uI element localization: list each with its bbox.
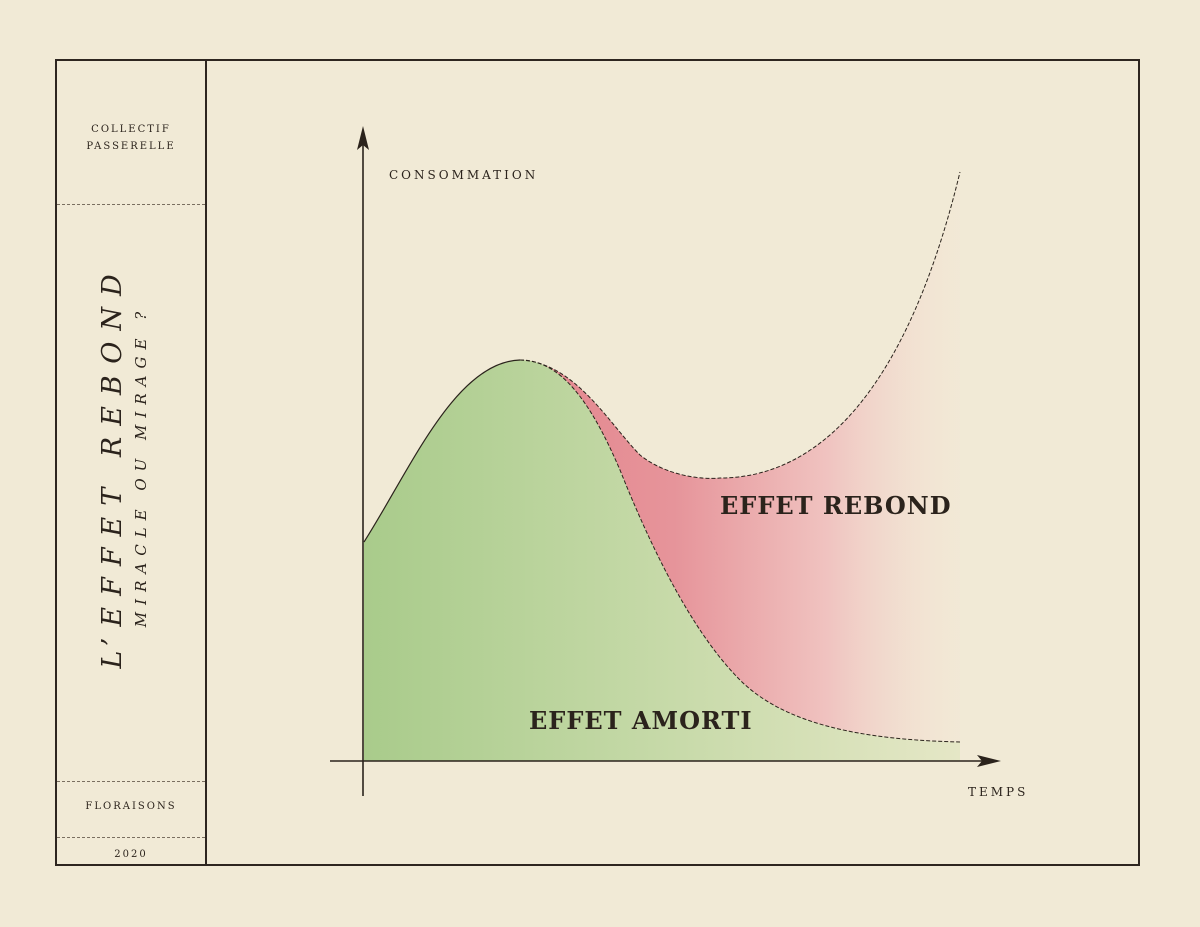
spine-divider-year xyxy=(57,837,205,838)
dampened-label: EFFET AMORTI xyxy=(529,706,753,735)
x-axis-arrow-icon xyxy=(977,755,1001,767)
rebound-curve xyxy=(519,171,961,479)
collection-name: FLORAISONS xyxy=(85,801,177,812)
book-spine: COLLECTIF PASSERELLE L’EFFET REBOND MIRA… xyxy=(57,61,207,864)
publisher-name: COLLECTIF PASSERELLE xyxy=(86,124,176,152)
publication-year: 2020 xyxy=(114,849,148,860)
consumption-curve xyxy=(363,359,521,543)
y-axis-label: CONSOMMATION xyxy=(389,168,538,182)
dampened-area xyxy=(364,360,960,761)
rebound-label: EFFET REBOND xyxy=(720,491,952,520)
cover-frame: COLLECTIF PASSERELLE L’EFFET REBOND MIRA… xyxy=(55,59,1140,866)
rebound-area xyxy=(520,172,960,742)
y-axis-arrow-icon xyxy=(357,126,369,150)
x-axis-label: TEMPS xyxy=(968,785,1028,799)
spine-divider-bottom xyxy=(57,781,205,782)
spine-divider-top xyxy=(57,204,205,205)
dampened-curve xyxy=(519,359,961,743)
